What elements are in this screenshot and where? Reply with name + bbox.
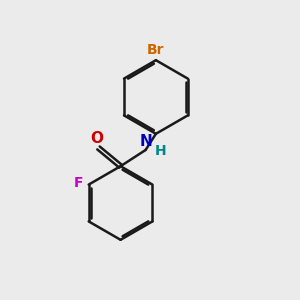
Text: N: N (139, 134, 152, 148)
Text: F: F (74, 176, 83, 190)
Text: O: O (91, 130, 103, 146)
Text: H: H (155, 144, 166, 158)
Text: Br: Br (147, 43, 165, 57)
